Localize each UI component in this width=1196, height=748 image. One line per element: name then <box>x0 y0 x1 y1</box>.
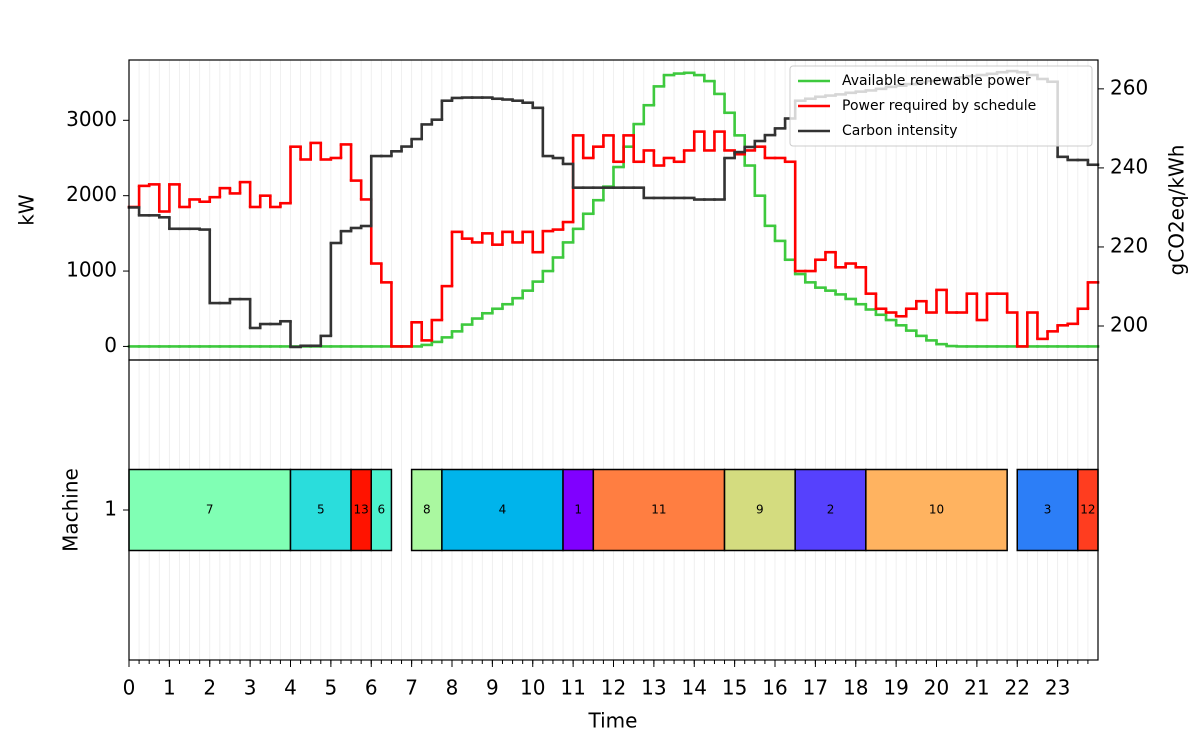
task-label: 10 <box>929 503 944 517</box>
y2-tick-label: 260 <box>1110 75 1148 99</box>
y2-tick-label: 200 <box>1110 313 1148 337</box>
legend-label: Carbon intensity <box>842 123 958 139</box>
x-tick-label: 12 <box>601 676 626 700</box>
x-tick-label: 15 <box>722 676 747 700</box>
task-label: 2 <box>827 503 835 517</box>
y-axis-label: kW <box>15 194 39 226</box>
x-tick-label: 6 <box>365 676 378 700</box>
y2-tick-label: 240 <box>1110 154 1148 178</box>
legend-label: Power required by schedule <box>842 98 1036 114</box>
x-tick-label: 17 <box>803 676 828 700</box>
task-bar <box>794 468 867 552</box>
task-label: 9 <box>756 503 764 517</box>
task-label: 5 <box>317 503 325 517</box>
task-bar <box>723 468 796 552</box>
task-bar <box>592 468 726 552</box>
task-label: 1 <box>574 503 582 517</box>
y2-tick-label: 220 <box>1110 233 1148 257</box>
y-tick-label: 1 <box>104 497 117 521</box>
x-tick-label: 21 <box>964 676 989 700</box>
x-axis-label: Time <box>588 709 638 733</box>
plot-layer <box>127 69 1100 552</box>
y2-axis-label: gCO2eq/kWh <box>1165 145 1189 276</box>
task-bar <box>562 468 595 552</box>
y-tick-label: 0 <box>104 333 117 357</box>
x-tick-label: 8 <box>446 676 459 700</box>
task-bar <box>865 468 1008 552</box>
x-tick-label: 2 <box>203 676 216 700</box>
x-tick-label: 18 <box>843 676 868 700</box>
legend-label: Available renewable power <box>842 73 1031 89</box>
x-tick-label: 16 <box>762 676 787 700</box>
task-bar <box>1016 468 1079 552</box>
task-label: 6 <box>378 503 386 517</box>
x-tick-label: 14 <box>682 676 707 700</box>
task-bar <box>370 468 393 552</box>
x-tick-label: 7 <box>405 676 418 700</box>
y-axis-label: Machine <box>59 468 83 552</box>
y-tick-label: 1000 <box>66 258 117 282</box>
x-tick-label: 0 <box>123 676 136 700</box>
task-bar <box>410 468 443 552</box>
task-label: 13 <box>354 503 369 517</box>
x-tick-label: 22 <box>1005 676 1030 700</box>
step-riser <box>420 72 958 347</box>
task-bar <box>289 468 352 552</box>
task-label: 3 <box>1044 503 1052 517</box>
x-tick-label: 5 <box>325 676 338 700</box>
task-bar <box>441 468 564 552</box>
y-tick-label: 3000 <box>66 107 117 131</box>
x-tick-label: 1 <box>163 676 176 700</box>
legend-box <box>789 65 1093 147</box>
x-tick-label: 13 <box>641 676 666 700</box>
x-tick-label: 4 <box>284 676 297 700</box>
task-label: 8 <box>423 503 431 517</box>
x-tick-label: 9 <box>486 676 499 700</box>
x-tick-label: 20 <box>924 676 949 700</box>
x-tick-label: 10 <box>520 676 545 700</box>
y-tick-label: 2000 <box>66 182 117 206</box>
x-tick-label: 19 <box>883 676 908 700</box>
task-label: 12 <box>1080 503 1095 517</box>
task-label: 7 <box>206 503 214 517</box>
x-tick-label: 11 <box>560 676 585 700</box>
task-label: 11 <box>651 503 666 517</box>
x-tick-label: 23 <box>1045 676 1070 700</box>
task-label: 4 <box>499 503 507 517</box>
x-tick-label: 3 <box>244 676 257 700</box>
